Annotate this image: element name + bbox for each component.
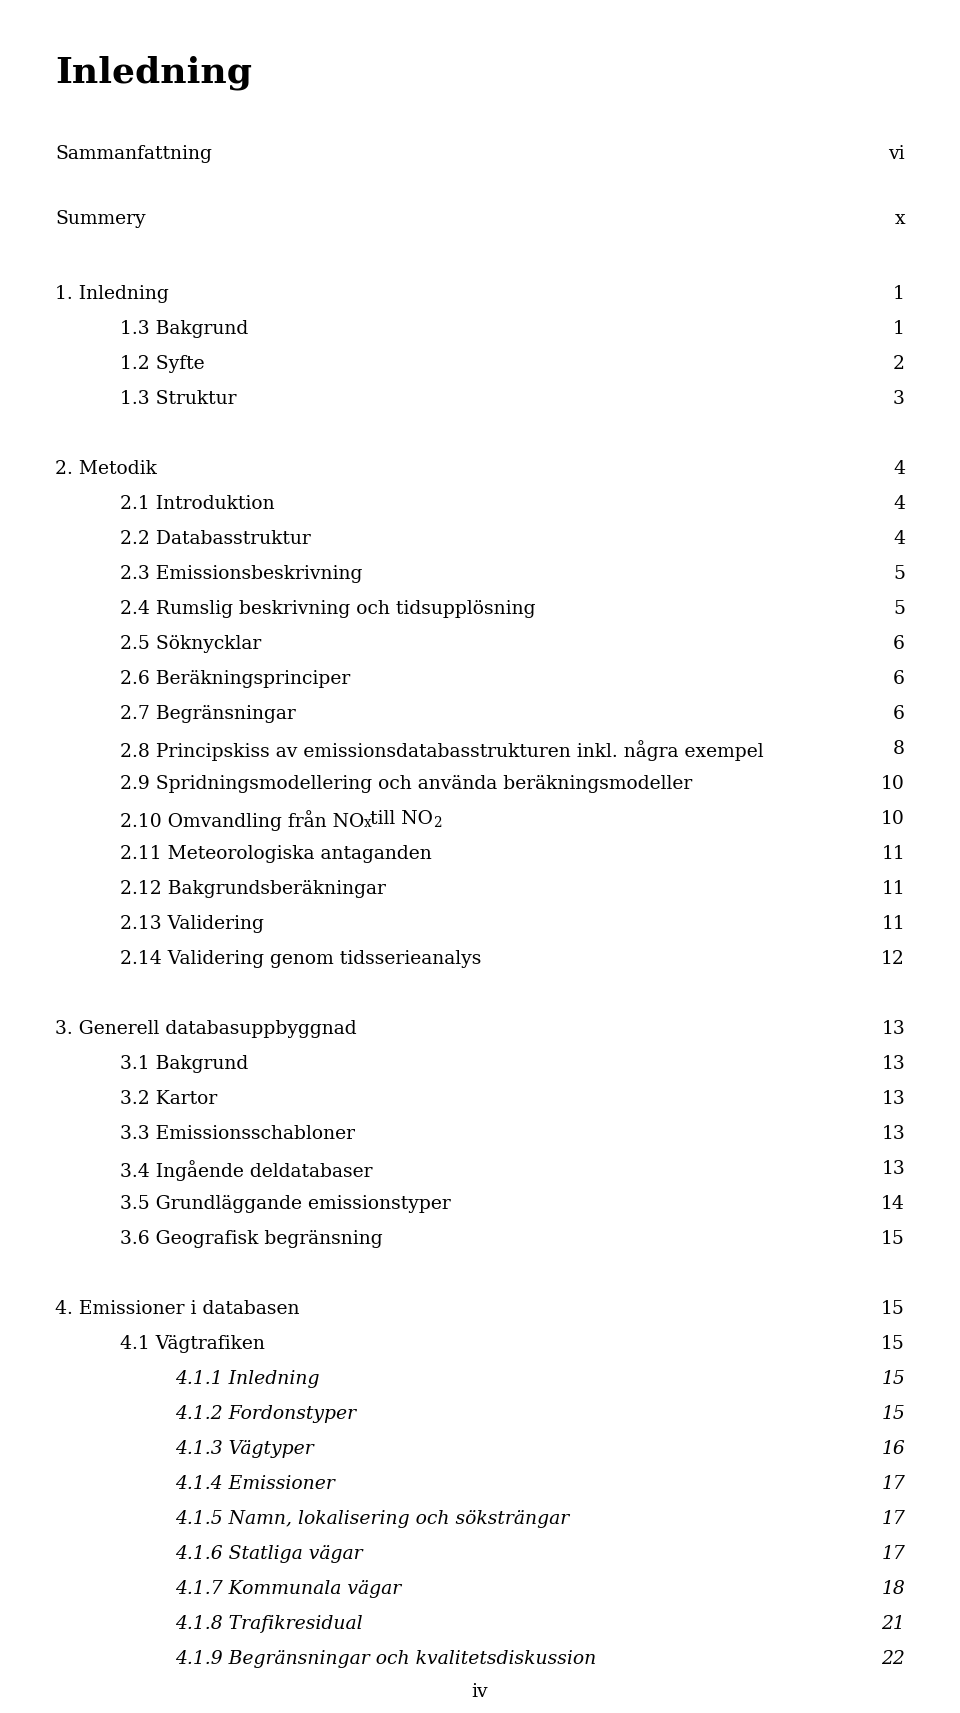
Text: 17: 17	[881, 1545, 905, 1562]
Text: Summery: Summery	[55, 211, 146, 228]
Text: 1.3 Struktur: 1.3 Struktur	[120, 391, 236, 408]
Text: 13: 13	[881, 1089, 905, 1108]
Text: 13: 13	[881, 1160, 905, 1179]
Text: 2.2 Databasstruktur: 2.2 Databasstruktur	[120, 529, 311, 548]
Text: 3.4 Ingående deldatabaser: 3.4 Ingående deldatabaser	[120, 1160, 372, 1180]
Text: x: x	[895, 211, 905, 228]
Text: 4: 4	[893, 495, 905, 512]
Text: 15: 15	[881, 1370, 905, 1388]
Text: 3.5 Grundläggande emissionstyper: 3.5 Grundläggande emissionstyper	[120, 1196, 451, 1213]
Text: 2.6 Beräkningsprinciper: 2.6 Beräkningsprinciper	[120, 670, 350, 689]
Text: 15: 15	[881, 1405, 905, 1424]
Text: 10: 10	[881, 774, 905, 793]
Text: 5: 5	[893, 600, 905, 618]
Text: 14: 14	[881, 1196, 905, 1213]
Text: 3. Generell databasuppbyggnad: 3. Generell databasuppbyggnad	[55, 1019, 356, 1038]
Text: 2.10 Omvandling från NO: 2.10 Omvandling från NO	[120, 810, 364, 831]
Text: 4.1.6 Statliga vägar: 4.1.6 Statliga vägar	[175, 1545, 363, 1562]
Text: 11: 11	[881, 880, 905, 898]
Text: 2.9 Spridningsmodellering och använda beräkningsmodeller: 2.9 Spridningsmodellering och använda be…	[120, 774, 692, 793]
Text: 6: 6	[893, 670, 905, 689]
Text: 4.1.1 Inledning: 4.1.1 Inledning	[175, 1370, 320, 1388]
Text: 12: 12	[881, 951, 905, 968]
Text: 1: 1	[893, 320, 905, 337]
Text: x: x	[364, 815, 372, 831]
Text: 1.2 Syfte: 1.2 Syfte	[120, 355, 204, 373]
Text: 15: 15	[881, 1300, 905, 1317]
Text: 17: 17	[881, 1475, 905, 1494]
Text: 4.1.5 Namn, lokalisering och söksträngar: 4.1.5 Namn, lokalisering och söksträngar	[175, 1509, 569, 1528]
Text: 5: 5	[893, 565, 905, 582]
Text: 13: 13	[881, 1055, 905, 1072]
Text: 17: 17	[881, 1509, 905, 1528]
Text: 8: 8	[893, 740, 905, 757]
Text: 2.3 Emissionsbeskrivning: 2.3 Emissionsbeskrivning	[120, 565, 362, 582]
Text: 18: 18	[881, 1579, 905, 1598]
Text: 3.3 Emissionsschabloner: 3.3 Emissionsschabloner	[120, 1125, 355, 1143]
Text: 10: 10	[881, 810, 905, 827]
Text: Inledning: Inledning	[55, 55, 252, 89]
Text: 2.5 Söknycklar: 2.5 Söknycklar	[120, 636, 261, 653]
Text: 4.1.8 Trafikresidual: 4.1.8 Trafikresidual	[175, 1615, 363, 1632]
Text: 4.1.9 Begränsningar och kvalitetsdiskussion: 4.1.9 Begränsningar och kvalitetsdiskuss…	[175, 1650, 596, 1668]
Text: 4.1 Vägtrafiken: 4.1 Vägtrafiken	[120, 1334, 265, 1353]
Text: 3.2 Kartor: 3.2 Kartor	[120, 1089, 217, 1108]
Text: 3.1 Bakgrund: 3.1 Bakgrund	[120, 1055, 249, 1072]
Text: 2. Metodik: 2. Metodik	[55, 461, 156, 478]
Text: 4. Emissioner i databasen: 4. Emissioner i databasen	[55, 1300, 300, 1317]
Text: 11: 11	[881, 915, 905, 934]
Text: 2.4 Rumslig beskrivning och tidsupplösning: 2.4 Rumslig beskrivning och tidsupplösni…	[120, 600, 536, 618]
Text: 2.14 Validering genom tidsserieanalys: 2.14 Validering genom tidsserieanalys	[120, 951, 481, 968]
Text: 2.13 Validering: 2.13 Validering	[120, 915, 264, 934]
Text: vi: vi	[888, 146, 905, 163]
Text: 1: 1	[893, 284, 905, 303]
Text: 13: 13	[881, 1019, 905, 1038]
Text: 2.1 Introduktion: 2.1 Introduktion	[120, 495, 275, 512]
Text: 2.7 Begränsningar: 2.7 Begränsningar	[120, 706, 296, 723]
Text: 2.12 Bakgrundsberäkningar: 2.12 Bakgrundsberäkningar	[120, 880, 386, 898]
Text: 3: 3	[893, 391, 905, 408]
Text: 4: 4	[893, 529, 905, 548]
Text: 15: 15	[881, 1230, 905, 1249]
Text: 4.1.7 Kommunala vägar: 4.1.7 Kommunala vägar	[175, 1579, 401, 1598]
Text: 15: 15	[881, 1334, 905, 1353]
Text: 22: 22	[881, 1650, 905, 1668]
Text: iv: iv	[471, 1682, 489, 1701]
Text: 21: 21	[881, 1615, 905, 1632]
Text: 2.8 Principskiss av emissionsdatabasstrukturen inkl. några exempel: 2.8 Principskiss av emissionsdatabasstru…	[120, 740, 763, 761]
Text: 2: 2	[433, 815, 442, 831]
Text: 4.1.2 Fordonstyper: 4.1.2 Fordonstyper	[175, 1405, 356, 1424]
Text: 2.11 Meteorologiska antaganden: 2.11 Meteorologiska antaganden	[120, 845, 432, 863]
Text: till NO: till NO	[364, 810, 433, 827]
Text: 13: 13	[881, 1125, 905, 1143]
Text: 2: 2	[893, 355, 905, 373]
Text: 16: 16	[881, 1441, 905, 1458]
Text: 4.1.3 Vägtyper: 4.1.3 Vägtyper	[175, 1441, 314, 1458]
Text: 4: 4	[893, 461, 905, 478]
Text: 1.3 Bakgrund: 1.3 Bakgrund	[120, 320, 249, 337]
Text: 4.1.4 Emissioner: 4.1.4 Emissioner	[175, 1475, 335, 1494]
Text: 6: 6	[893, 636, 905, 653]
Text: Sammanfattning: Sammanfattning	[55, 146, 212, 163]
Text: 1. Inledning: 1. Inledning	[55, 284, 169, 303]
Text: 11: 11	[881, 845, 905, 863]
Text: 6: 6	[893, 706, 905, 723]
Text: 3.6 Geografisk begränsning: 3.6 Geografisk begränsning	[120, 1230, 383, 1249]
